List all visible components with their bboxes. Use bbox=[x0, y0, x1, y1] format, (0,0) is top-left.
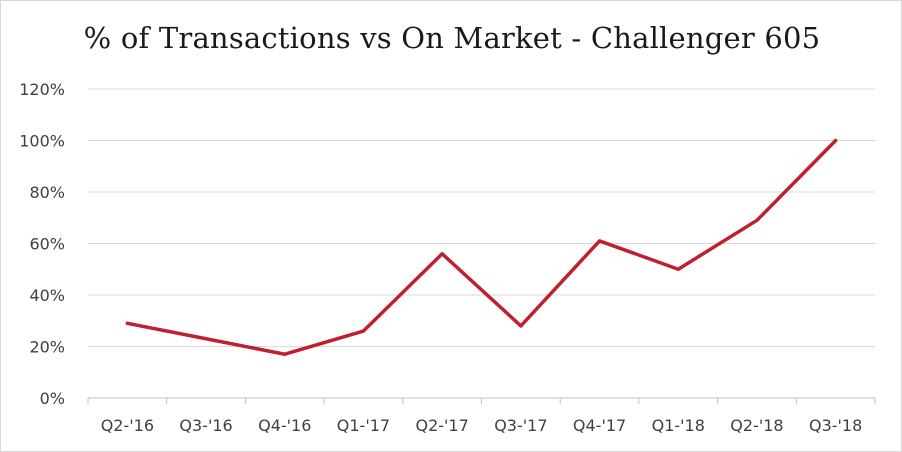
y-tick-label: 60% bbox=[29, 235, 65, 254]
y-tick-label: 100% bbox=[19, 132, 65, 151]
x-tick-label: Q2-'17 bbox=[415, 416, 468, 435]
series-line bbox=[125, 138, 838, 356]
y-tick-label: 40% bbox=[29, 286, 65, 305]
x-tick-label: Q3-'16 bbox=[179, 416, 232, 435]
x-tick-label: Q1-'17 bbox=[337, 416, 390, 435]
x-tick-label: Q2-'18 bbox=[730, 416, 783, 435]
x-tick-label: Q4-'17 bbox=[573, 416, 626, 435]
x-tick-label: Q1-'18 bbox=[652, 416, 705, 435]
y-tick-label: 120% bbox=[19, 80, 65, 99]
y-tick-label: 80% bbox=[29, 183, 65, 202]
x-tick-label: Q3-'18 bbox=[809, 416, 862, 435]
gridlines bbox=[88, 88, 875, 399]
y-tick-label: 20% bbox=[29, 338, 65, 357]
y-tick-label: 0% bbox=[40, 389, 65, 408]
x-tick-label: Q2-'16 bbox=[101, 416, 154, 435]
x-tick-label: Q4-'16 bbox=[258, 416, 311, 435]
chart-title: % of Transactions vs On Market - Challen… bbox=[83, 21, 821, 55]
x-tick-label: Q3-'17 bbox=[494, 416, 547, 435]
